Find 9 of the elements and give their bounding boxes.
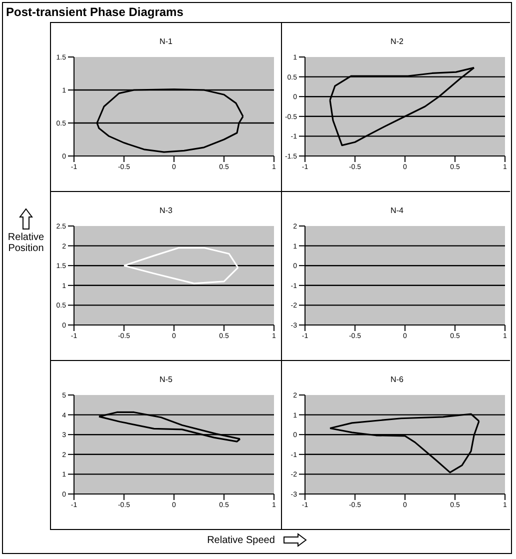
chart-title: N-3: [160, 206, 172, 217]
chart-title: N-6: [390, 375, 404, 386]
text: Relative Speed: [207, 534, 275, 546]
text: Relative Position: [6, 232, 46, 254]
text: Post-transient Phase Diagrams: [5, 4, 184, 21]
chart-title: N-4: [390, 206, 404, 217]
chart-title: N-5: [160, 375, 172, 386]
chart-title: N-1: [160, 37, 172, 48]
chart-title: N-2: [390, 37, 404, 48]
